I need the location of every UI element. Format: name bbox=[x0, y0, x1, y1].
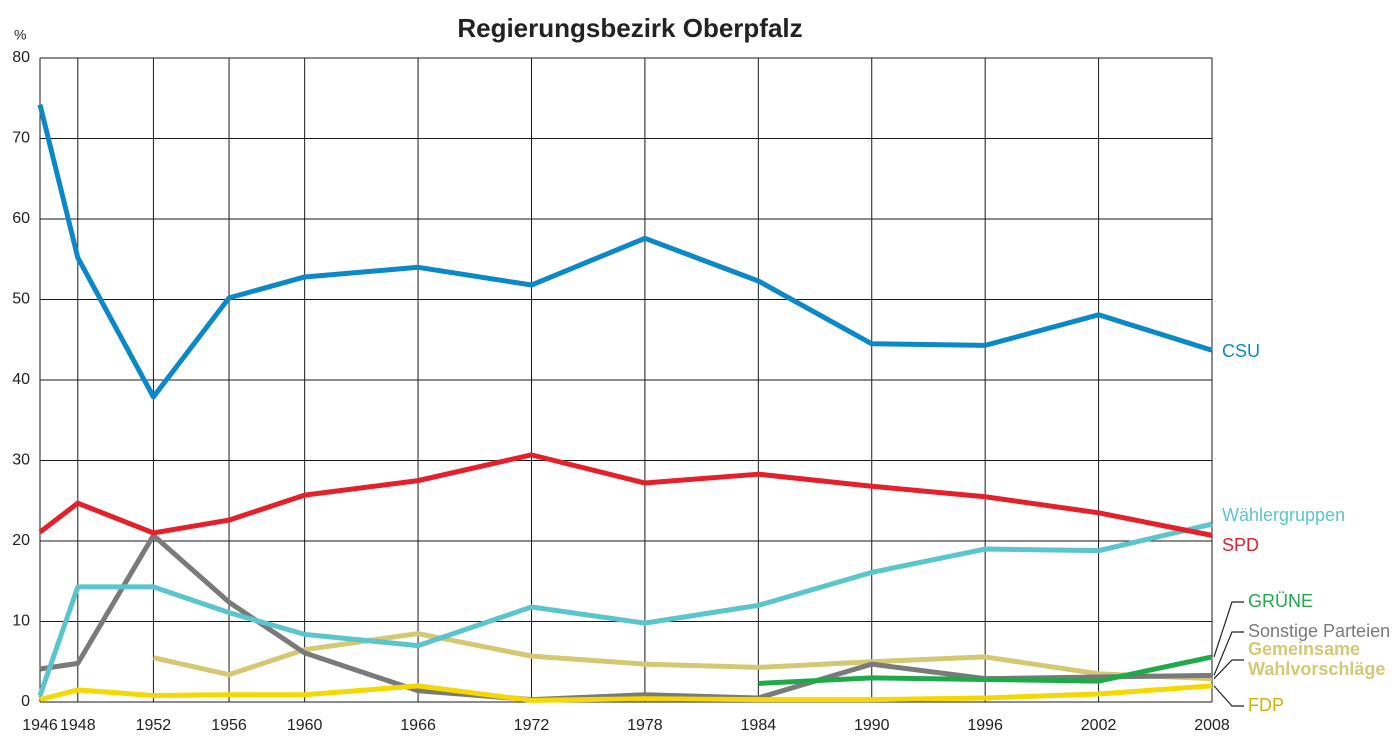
legend-label: Sonstige Parteien bbox=[1248, 621, 1390, 641]
x-tick-label: 1948 bbox=[60, 717, 96, 734]
x-tick-label: 1984 bbox=[741, 717, 777, 734]
y-tick-label: 60 bbox=[12, 210, 30, 227]
y-tick-label: 70 bbox=[12, 130, 30, 147]
legend-label: Gemeinsame Wahlvorschläge bbox=[1248, 639, 1385, 679]
chart-title: Regierungsbezirk Oberpfalz bbox=[457, 13, 802, 43]
leader-line bbox=[1213, 659, 1244, 680]
legend-label: Wählergruppen bbox=[1222, 505, 1345, 525]
legend-label: SPD bbox=[1222, 535, 1259, 555]
x-tick-label: 1972 bbox=[514, 717, 550, 734]
y-tick-label: 10 bbox=[12, 613, 30, 630]
series-line bbox=[37, 104, 1213, 400]
y-tick-label: 50 bbox=[12, 291, 30, 308]
y-tick-label: 20 bbox=[12, 532, 30, 549]
x-tick-label: 2002 bbox=[1081, 717, 1117, 734]
x-tick-label: 1952 bbox=[136, 717, 172, 734]
leader-line bbox=[1213, 601, 1244, 658]
x-tick-label: 1960 bbox=[287, 717, 323, 734]
series-line bbox=[758, 654, 1213, 686]
series-line bbox=[39, 683, 1213, 703]
x-tick-label: 1996 bbox=[967, 717, 1003, 734]
legend-label: CSU bbox=[1222, 341, 1260, 361]
x-tick-label: 1978 bbox=[627, 717, 663, 734]
y-tick-label: 0 bbox=[21, 693, 30, 710]
y-unit: % bbox=[14, 27, 26, 43]
legend-label: FDP bbox=[1248, 695, 1284, 715]
x-tick-label: 1946 bbox=[22, 717, 58, 734]
leader-line bbox=[1213, 631, 1244, 676]
y-tick-label: 30 bbox=[12, 452, 30, 469]
series-line bbox=[37, 521, 1213, 697]
series-line bbox=[39, 532, 1213, 703]
leader-line bbox=[1213, 685, 1244, 707]
x-tick-label: 2008 bbox=[1194, 717, 1230, 734]
y-tick-label: 80 bbox=[12, 49, 30, 66]
legend-label: GRÜNE bbox=[1248, 591, 1313, 611]
series-line bbox=[152, 631, 1213, 682]
x-tick-label: 1956 bbox=[211, 717, 247, 734]
x-tick-label: 1990 bbox=[854, 717, 890, 734]
x-tick-label: 1966 bbox=[400, 717, 436, 734]
y-tick-label: 40 bbox=[12, 371, 30, 388]
series-line bbox=[38, 452, 1213, 538]
